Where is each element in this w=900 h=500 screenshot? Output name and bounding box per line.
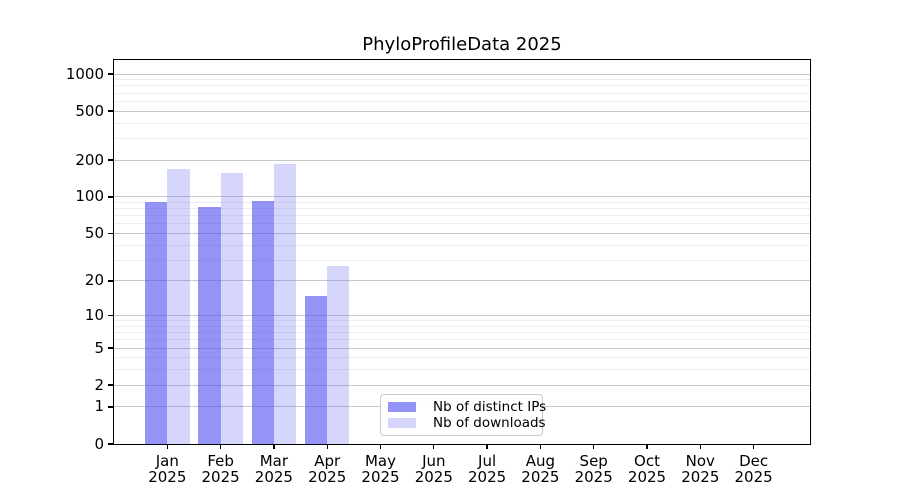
plot-area: Nb of distinct IPs Nb of downloads — [113, 59, 811, 445]
x-axis-tick — [539, 444, 542, 449]
x-axis-tick — [593, 444, 595, 449]
legend: Nb of distinct IPs Nb of downloads — [380, 394, 546, 436]
y-axis-tick — [108, 384, 113, 386]
y-axis-tick — [108, 73, 113, 75]
y-axis-tick — [108, 196, 113, 198]
y-axis-tick — [108, 406, 113, 408]
gridline-minor — [114, 320, 810, 322]
x-tick-label: May 2025 — [361, 452, 400, 486]
x-tick-label: Mar 2025 — [254, 452, 293, 486]
x-axis-tick — [752, 444, 755, 449]
y-tick-label: 200 — [75, 150, 104, 169]
legend-item-distinct-ips: Nb of distinct IPs — [387, 400, 546, 414]
x-tick-label: Nov 2025 — [681, 452, 720, 486]
legend-item-downloads: Nb of downloads — [387, 416, 546, 430]
chart-title: PhyloProfileData 2025 — [362, 34, 562, 55]
bar-mar-downloads — [273, 163, 297, 444]
legend-swatch-downloads — [388, 418, 416, 428]
gridline-major — [114, 196, 810, 198]
gridline-minor — [114, 223, 810, 225]
y-tick-label: 50 — [84, 223, 104, 242]
y-axis-tick — [108, 314, 113, 317]
gridline-minor — [114, 259, 810, 261]
gridline-minor — [114, 137, 810, 139]
gridline-major — [114, 347, 810, 349]
bar-feb-downloads — [220, 173, 243, 444]
gridline-minor — [114, 208, 810, 210]
y-axis-tick — [108, 110, 113, 112]
y-tick-label: 1000 — [65, 64, 104, 83]
y-tick-label: 5 — [94, 338, 104, 357]
gridline-minor — [114, 122, 810, 124]
x-tick-label: Sep 2025 — [574, 452, 613, 486]
gridline-major — [114, 232, 810, 234]
y-tick-label: 500 — [75, 101, 104, 120]
x-tick-label: Oct 2025 — [627, 452, 667, 486]
bar-jan-ips — [145, 202, 168, 444]
y-tick-label: 20 — [84, 271, 104, 290]
gridline-minor — [114, 100, 810, 102]
legend-label-downloads: Nb of downloads — [433, 415, 546, 431]
gridline-minor — [114, 79, 810, 81]
bar-feb-ips — [198, 207, 221, 444]
x-tick-label: Jul 2025 — [468, 452, 507, 486]
x-axis-tick — [273, 444, 275, 449]
x-tick-label: Feb 2025 — [201, 452, 240, 486]
gridline-minor — [114, 332, 810, 334]
y-axis-tick — [108, 159, 113, 161]
gridline-minor — [114, 357, 810, 359]
gridline-major — [114, 73, 810, 75]
gridline-minor — [114, 369, 810, 371]
x-axis-tick — [486, 444, 488, 449]
legend-label-distinct-ips: Nb of distinct IPs — [433, 399, 547, 415]
y-axis-tick — [108, 280, 113, 282]
gridline-minor — [114, 92, 810, 94]
gridline-major — [114, 110, 810, 112]
y-axis-tick — [108, 443, 113, 445]
x-axis-tick — [219, 444, 222, 449]
gridline-major — [114, 280, 810, 282]
x-axis-tick — [326, 444, 328, 449]
x-tick-label: Aug 2025 — [521, 452, 560, 486]
gridline-minor — [114, 201, 810, 203]
legend-swatch-distinct-ips — [388, 402, 416, 412]
x-axis-tick — [646, 444, 648, 449]
bar-jan-downloads — [167, 168, 190, 444]
y-tick-label: 2 — [94, 375, 104, 394]
y-axis-tick — [108, 232, 113, 235]
gridline-minor — [114, 244, 810, 246]
bar-apr-downloads — [327, 265, 350, 444]
x-tick-label: Dec 2025 — [734, 452, 773, 486]
gridline-minor — [114, 85, 810, 87]
y-tick-label: 0 — [94, 434, 104, 453]
x-tick-label: Jan 2025 — [148, 452, 187, 486]
bar-apr-ips — [304, 295, 328, 444]
bar-mar-ips — [251, 201, 274, 444]
y-axis-tick — [108, 347, 113, 349]
x-axis-tick — [166, 444, 168, 449]
y-tick-label: 10 — [84, 306, 104, 325]
gridline-minor — [114, 339, 810, 341]
gridline-minor — [114, 215, 810, 217]
y-tick-label: 100 — [75, 187, 104, 206]
y-tick-label: 1 — [94, 397, 104, 416]
x-tick-label: Apr 2025 — [308, 452, 347, 486]
x-axis-tick — [699, 444, 701, 449]
gridline-major — [114, 159, 810, 161]
x-axis-tick — [433, 444, 435, 449]
gridline-major — [114, 384, 810, 386]
x-tick-label: Jun 2025 — [414, 452, 453, 486]
gridline-major — [114, 315, 810, 317]
x-axis-tick — [379, 444, 382, 449]
gridline-minor — [114, 325, 810, 327]
